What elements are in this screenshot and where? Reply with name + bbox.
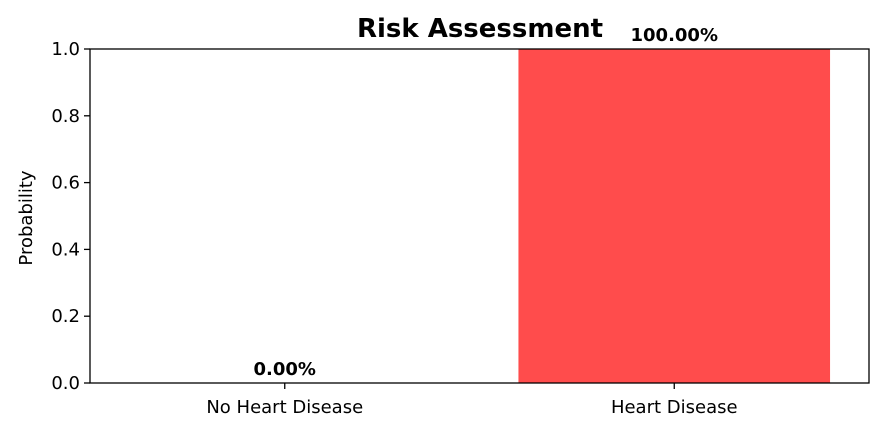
bars-group [518, 49, 831, 383]
y-tick-label-5: 1.0 [51, 39, 80, 60]
chart-title: Risk Assessment [357, 14, 603, 44]
y-tick-label-0: 0.0 [51, 373, 80, 394]
data-label-1: 100.00% [631, 25, 719, 46]
x-tick-label-1: Heart Disease [611, 397, 738, 418]
y-axis-label: Probability [16, 170, 37, 265]
y-tick-label-2: 0.4 [51, 239, 80, 260]
y-axis-ticks: 0.0 0.2 0.4 0.6 0.8 1.0 [51, 39, 90, 394]
x-axis-ticks: No Heart Disease Heart Disease [206, 383, 738, 418]
data-label-0: 0.00% [254, 359, 316, 380]
plot-area-frame [89, 48, 870, 384]
y-tick-label-1: 0.2 [51, 306, 80, 327]
y-tick-label-4: 0.8 [51, 106, 80, 127]
bar-1 [518, 49, 831, 383]
x-tick-label-0: No Heart Disease [206, 397, 363, 418]
y-tick-label-3: 0.6 [51, 173, 80, 194]
data-labels-group: 0.00% 100.00% [254, 25, 718, 380]
